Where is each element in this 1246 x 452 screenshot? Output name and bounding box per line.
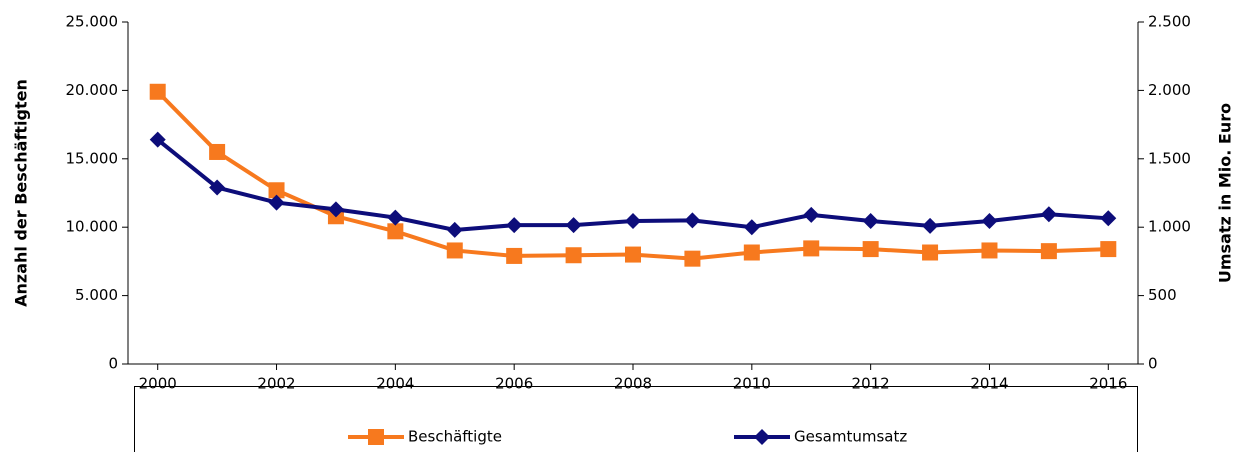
data-point: [446, 242, 463, 259]
y2-tick-label: 2.000: [1148, 81, 1191, 99]
y-axis-title: Anzahl der Beschäftigten: [12, 79, 31, 307]
data-point: [149, 131, 166, 148]
data-point: [981, 242, 998, 259]
data-point: [506, 247, 523, 264]
x-tick-label: 2012: [852, 375, 890, 393]
data-point: [506, 217, 523, 234]
x-tick-label: 2014: [970, 375, 1008, 393]
x-tick-label: 2002: [257, 375, 295, 393]
y-tick-label: 10.000: [66, 218, 119, 236]
data-point: [684, 250, 701, 267]
x-tick-label: 2004: [376, 375, 414, 393]
series-line: [156, 90, 1109, 261]
y2-axis-title: Umsatz in Mio. Euro: [1216, 103, 1235, 283]
data-point: [743, 219, 760, 236]
data-point: [268, 194, 285, 211]
x-tick-label: 2016: [1089, 375, 1127, 393]
data-point: [981, 213, 998, 230]
data-point: [1100, 210, 1117, 227]
y2-tick-label: 1.000: [1148, 218, 1191, 236]
legend-box: [134, 386, 1138, 452]
data-point: [922, 217, 939, 234]
x-tick-label: 2000: [139, 375, 177, 393]
y-tick-label: 20.000: [66, 81, 119, 99]
data-point: [922, 244, 939, 261]
legend-marker: [754, 429, 770, 445]
legend-marker: [368, 429, 384, 445]
y-tick-label: 25.000: [66, 13, 119, 31]
data-point: [1100, 241, 1117, 258]
legend-label: Beschäftigte: [408, 428, 502, 446]
data-point: [625, 246, 641, 263]
data-point: [625, 213, 641, 230]
data-point: [209, 179, 226, 196]
data-point: [803, 206, 820, 223]
x-tick-label: 2008: [614, 375, 652, 393]
data-point: [446, 221, 463, 238]
data-point: [862, 213, 879, 230]
y-tick-label: 0: [108, 355, 118, 373]
y2-tick-label: 2.500: [1148, 13, 1191, 31]
y2-tick-label: 1.500: [1148, 149, 1191, 167]
y2-tick-label: 500: [1148, 286, 1177, 304]
data-point: [565, 217, 582, 234]
data-point: [803, 240, 820, 257]
x-tick-label: 2006: [495, 375, 533, 393]
legend-label: Gesamtumsatz: [794, 428, 907, 446]
data-point: [862, 241, 879, 258]
data-point: [149, 83, 166, 100]
data-point: [268, 182, 285, 199]
y-tick-label: 5.000: [75, 286, 118, 304]
data-point: [327, 201, 344, 218]
data-point: [1040, 243, 1057, 260]
data-point: [684, 212, 701, 229]
data-point: [743, 244, 760, 261]
y-tick-label: 15.000: [66, 149, 119, 167]
y2-tick-label: 0: [1148, 355, 1158, 373]
data-point: [387, 209, 404, 226]
data-point: [1040, 206, 1057, 223]
data-point: [209, 143, 226, 160]
x-tick-label: 2010: [733, 375, 771, 393]
data-point: [387, 223, 404, 240]
data-point: [565, 247, 582, 264]
